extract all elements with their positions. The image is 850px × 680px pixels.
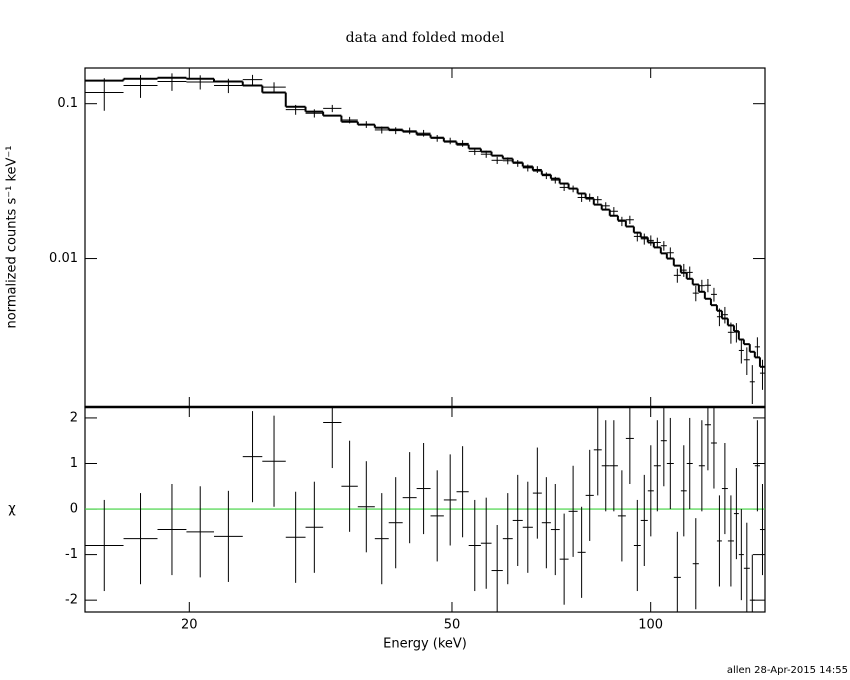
- y-tick-label: -2: [65, 593, 78, 608]
- x-axis-label: Energy (keV): [383, 637, 467, 652]
- plot-area: [85, 73, 765, 405]
- y-tick-label: -1: [65, 547, 78, 562]
- x-tick-label: 20: [181, 618, 198, 633]
- y-axis-label: normalized counts s⁻¹ keV⁻¹: [5, 146, 20, 329]
- y-tick-label: 1: [70, 456, 78, 471]
- x-tick-label: 100: [638, 618, 663, 633]
- y-tick-label: 0.01: [49, 251, 78, 266]
- y-axis-label: χ: [8, 502, 16, 517]
- y-tick-label: 0: [70, 502, 78, 517]
- x-tick-label: 50: [444, 618, 461, 633]
- y-tick-label: 2: [70, 410, 78, 425]
- plot-area: [85, 407, 765, 612]
- chart-title: data and folded model: [346, 30, 505, 46]
- footer: allen 28-Apr-2015 14:55: [727, 665, 848, 676]
- y-tick-label: 0.1: [57, 96, 78, 111]
